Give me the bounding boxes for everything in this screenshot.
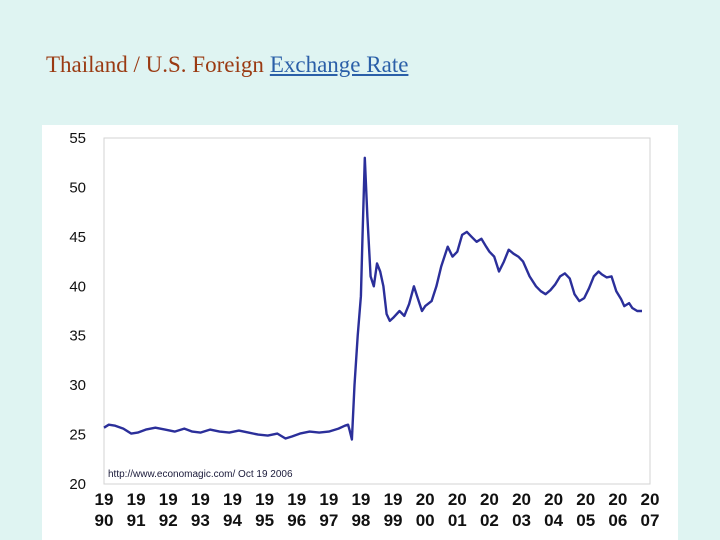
x-tick-label-top: 19: [351, 490, 370, 509]
y-tick-label: 40: [69, 278, 86, 295]
x-tick-label-top: 20: [416, 490, 435, 509]
x-tick-label-top: 20: [448, 490, 467, 509]
x-tick-label-bottom: 05: [576, 511, 595, 530]
x-tick-label-top: 19: [319, 490, 338, 509]
x-tick-label-bottom: 02: [480, 511, 499, 530]
x-tick-label-bottom: 00: [416, 511, 435, 530]
plot-frame: [103, 137, 651, 485]
x-tick-label-top: 20: [576, 490, 595, 509]
source-annotation: http://www.economagic.com/ Oct 19 2006: [108, 469, 293, 480]
x-tick-label-top: 20: [641, 490, 660, 509]
y-axis-ticks: 55 50 45 40 35 30 25 20: [69, 130, 86, 493]
slide-title: Thailand / U.S. Foreign Exchange Rate: [46, 52, 408, 78]
x-tick-label-bottom: 06: [608, 511, 627, 530]
x-tick-label-top: 19: [223, 490, 242, 509]
y-tick-label: 20: [69, 476, 86, 493]
y-tick-label: 25: [69, 427, 86, 444]
x-tick-label-top: 19: [191, 490, 210, 509]
x-tick-label-bottom: 98: [351, 511, 370, 530]
x-tick-label-bottom: 93: [191, 511, 210, 530]
exchange-rate-chart: 55 50 45 40 35 30 25 20 19 90 19 91 19 92 19 93 19 94 19 9…: [69, 130, 660, 530]
x-tick-label-top: 20: [608, 490, 627, 509]
x-tick-label-bottom: 04: [544, 511, 563, 530]
series-line: [103, 156, 642, 441]
x-tick-label-bottom: 01: [448, 511, 467, 530]
y-tick-label: 30: [69, 377, 86, 394]
x-tick-label-bottom: 07: [641, 511, 660, 530]
x-tick-label-bottom: 91: [127, 511, 146, 530]
x-tick-label-bottom: 95: [255, 511, 274, 530]
slide-title-text: Thailand / U.S. Foreign: [46, 52, 264, 77]
x-tick-label-top: 19: [287, 490, 306, 509]
exchange-rate-link[interactable]: Exchange Rate: [269, 52, 409, 77]
x-tick-label-top: 20: [544, 490, 563, 509]
y-tick-label: 35: [69, 328, 86, 345]
x-tick-label-bottom: 90: [95, 511, 114, 530]
x-tick-label-top: 20: [480, 490, 499, 509]
x-tick-label-bottom: 92: [159, 511, 178, 530]
y-tick-label: 50: [69, 179, 86, 196]
x-tick-label-bottom: 99: [384, 511, 403, 530]
x-tick-label-top: 19: [255, 490, 274, 509]
x-tick-label-top: 19: [95, 490, 114, 509]
x-tick-label-top: 20: [512, 490, 531, 509]
x-tick-label-bottom: 97: [319, 511, 338, 530]
x-axis-ticks: 19 90 19 91 19 92 19 93 19 94 19 95 19 96 19 97 19 98 19 99…: [95, 490, 660, 530]
x-tick-label-bottom: 94: [223, 511, 242, 530]
y-tick-label: 55: [69, 130, 86, 147]
x-tick-label-bottom: 03: [512, 511, 531, 530]
x-tick-label-top: 19: [159, 490, 178, 509]
x-tick-label-bottom: 96: [287, 511, 306, 530]
y-tick-label: 45: [69, 229, 86, 246]
x-tick-label-top: 19: [384, 490, 403, 509]
chart-panel: 55 50 45 40 35 30 25 20 19 90 19 91 19 92 19 93 19 94 19 9…: [42, 125, 678, 540]
x-tick-label-top: 19: [127, 490, 146, 509]
